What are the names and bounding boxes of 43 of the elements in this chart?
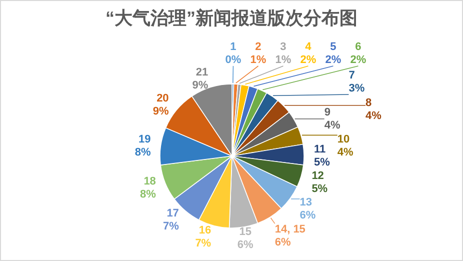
slice-label: 15	[239, 226, 252, 238]
slice-label: 2	[255, 41, 262, 53]
slice-label: 16	[198, 224, 212, 236]
data-label: 1%	[275, 54, 292, 66]
data-label: 4%	[324, 120, 340, 132]
slice-label: 20	[156, 92, 169, 105]
data-label: 0%	[225, 54, 242, 66]
slice-label: 8	[366, 96, 372, 109]
slice-label: 14, 15	[274, 224, 306, 236]
data-label: 6%	[237, 238, 254, 251]
data-label: 6%	[300, 209, 316, 222]
data-label: 5%	[312, 182, 328, 195]
data-label: 6%	[274, 236, 291, 249]
slice-label: 12	[312, 170, 324, 182]
slice-label: 19	[138, 134, 151, 146]
slice-label: 17	[166, 208, 179, 220]
data-label: 9%	[152, 106, 170, 118]
chart-title: “大气治理”新闻报道版次分布图	[106, 8, 358, 28]
data-label: 1%	[250, 54, 266, 66]
slice-label: 7	[348, 70, 355, 82]
slice-label: 9	[324, 106, 330, 119]
data-label: 2%	[300, 54, 316, 66]
slice-label: 6	[355, 41, 362, 53]
data-label: 4%	[366, 110, 382, 122]
data-label: 9%	[192, 80, 208, 92]
data-label: 2%	[350, 54, 366, 66]
data-label: 8%	[134, 146, 151, 159]
slice-label: 21	[196, 66, 208, 79]
data-label: 7%	[195, 237, 212, 250]
slice-label: 4	[305, 41, 312, 53]
data-label: 8%	[140, 188, 156, 201]
slice-label: 3	[280, 41, 286, 53]
slice-label: 18	[144, 176, 156, 188]
data-label: 7%	[163, 220, 180, 233]
data-label: 3%	[348, 82, 365, 95]
data-label: 5%	[314, 156, 330, 168]
slice-label: 13	[300, 196, 312, 208]
slice-label: 10	[337, 133, 350, 146]
slice-label: 11	[314, 143, 326, 156]
slice-label: 5	[330, 41, 336, 53]
data-label: 2%	[325, 54, 342, 66]
slice-label: 1	[230, 41, 236, 53]
data-label: 4%	[337, 146, 354, 158]
